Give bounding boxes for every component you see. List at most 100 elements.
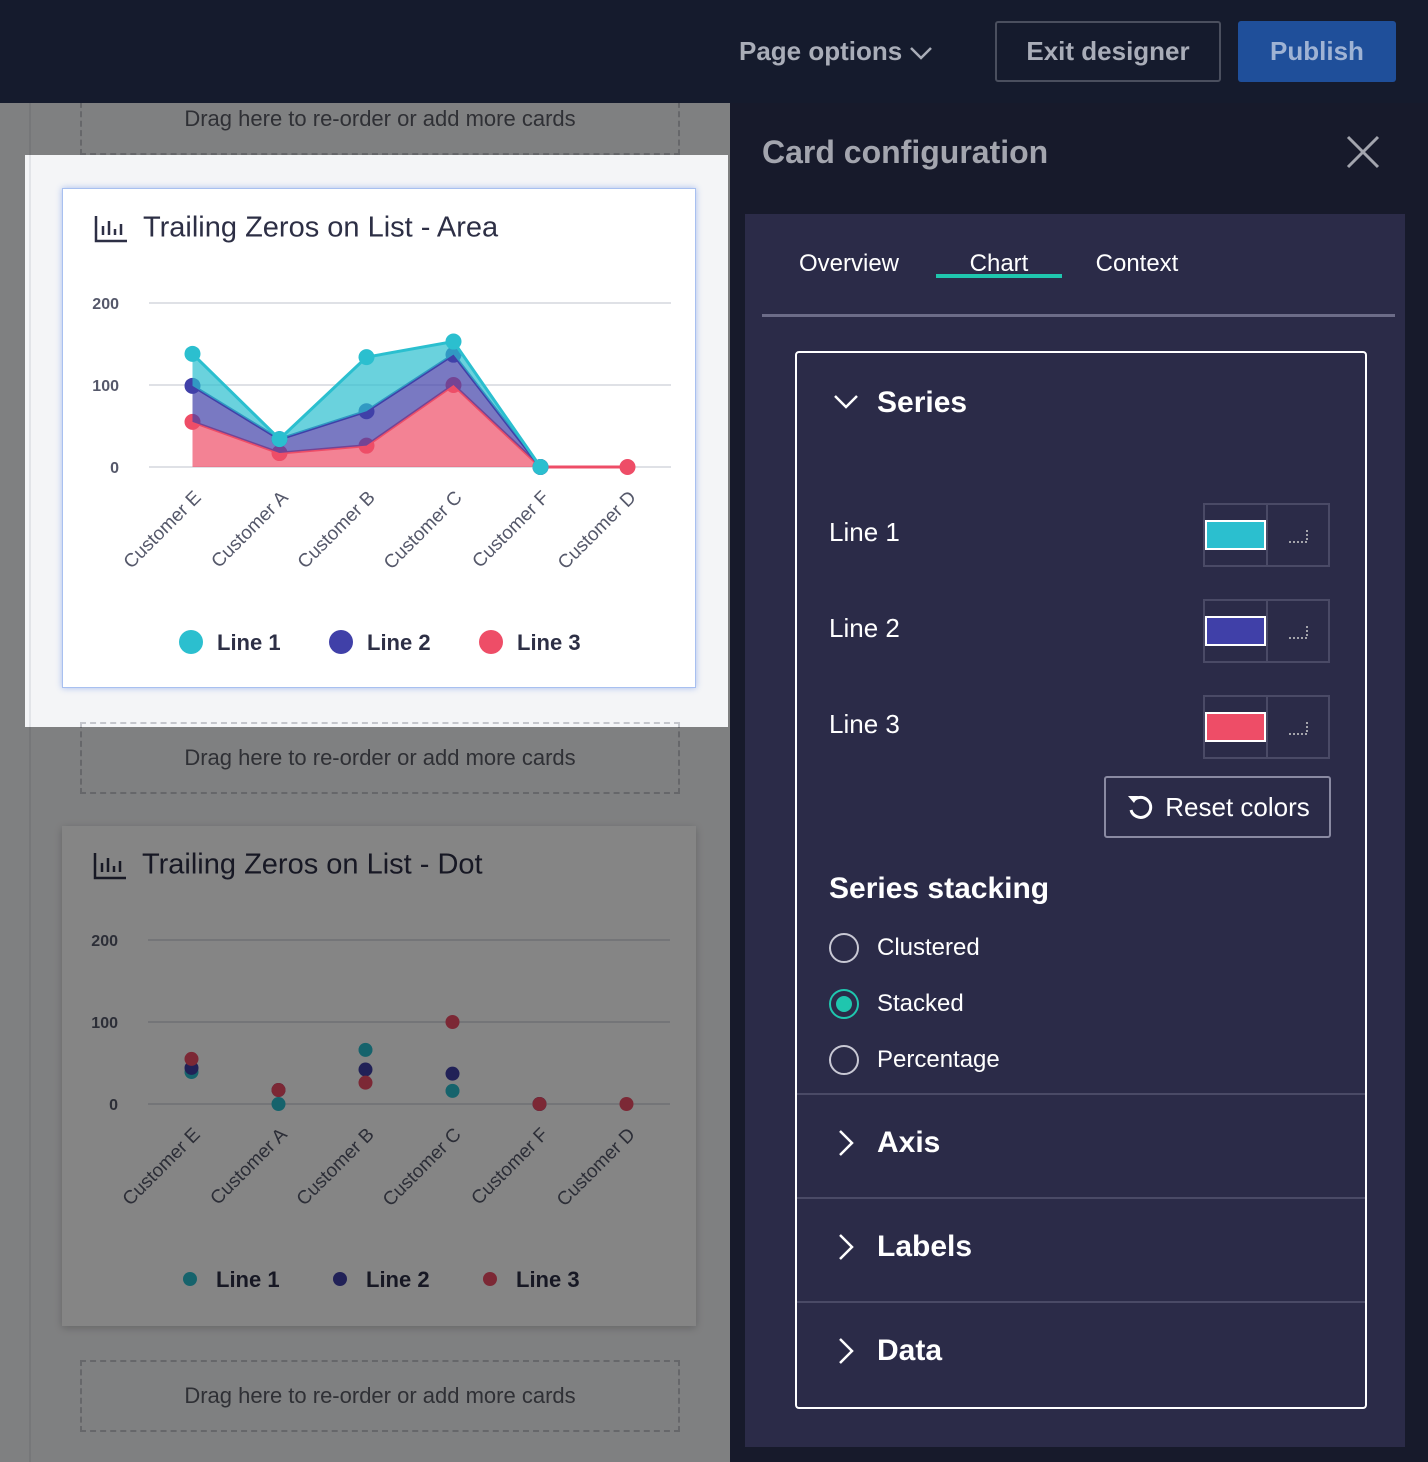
x-tick-label: Customer B: [294, 487, 380, 573]
color-swatch: [1205, 520, 1266, 550]
point: [271, 1083, 286, 1098]
legend-label: Line 3: [517, 630, 581, 655]
color-swatch: [1205, 616, 1266, 646]
radio-label: Stacked: [877, 990, 964, 1017]
color-picker[interactable]: [1203, 599, 1330, 663]
section-header[interactable]: Axis: [877, 1126, 941, 1159]
x-tick-label: Customer D: [553, 1124, 640, 1211]
color-picker[interactable]: [1203, 503, 1330, 567]
canvas: Drag here to re-order or add more cards …: [0, 103, 730, 1462]
legend-marker: [333, 1272, 347, 1286]
point: [532, 459, 549, 475]
x-tick-label: Customer F: [468, 1124, 553, 1209]
chevron: [910, 47, 933, 60]
color-picker[interactable]: [1203, 695, 1330, 759]
x-tick-label: Customer F: [469, 487, 554, 572]
swatch-cell: [1205, 601, 1266, 661]
drop-zone[interactable]: Drag here to re-order or add more cards: [80, 103, 680, 155]
color-swatch: [1205, 712, 1266, 742]
close-button[interactable]: [1346, 135, 1380, 169]
section-header[interactable]: Data: [877, 1334, 943, 1367]
area: [192, 354, 541, 467]
page-options-label: Page options: [739, 36, 903, 66]
x-tick-label: Customer E: [120, 487, 206, 573]
point: [445, 1066, 460, 1081]
x-tick-label: Customer E: [119, 1124, 205, 1210]
legend-label: Line 3: [516, 1267, 580, 1292]
tab[interactable]: Chart: [936, 214, 1062, 278]
radio-label: Clustered: [877, 934, 980, 961]
series-label: Line 3: [829, 709, 900, 739]
chevron-right: [839, 1338, 854, 1364]
point: [271, 431, 288, 448]
chart: Trailing Zeros on List - Area 0 100 200 Cust…: [92, 212, 671, 655]
size-cell: [1265, 601, 1329, 661]
chart: Trailing Zeros on List - Dot 0 100 200 Custo…: [91, 849, 670, 1292]
drop-zone[interactable]: Drag here to re-order or add more cards: [80, 722, 680, 794]
page-options[interactable]: Page options: [739, 36, 933, 67]
x-tick-label: Customer D: [554, 487, 641, 574]
panel-title: Card configuration: [762, 134, 1049, 170]
point: [184, 345, 201, 362]
legend-label: Line 2: [367, 630, 431, 655]
tab-rule: [762, 314, 1395, 317]
legend-label: Line 1: [217, 630, 281, 655]
point: [619, 1097, 634, 1111]
stacking-title: Series stacking: [829, 872, 1050, 905]
section-header[interactable]: Series: [877, 386, 968, 419]
reset-colors-button[interactable]: Reset colors: [1104, 776, 1331, 838]
point: [184, 1051, 199, 1066]
section-header[interactable]: Labels: [877, 1230, 973, 1263]
legend-marker: [479, 630, 503, 654]
exit-designer-button[interactable]: Exit designer: [995, 21, 1221, 82]
point: [358, 1075, 373, 1090]
radio-button[interactable]: [829, 1045, 859, 1075]
point: [532, 1097, 547, 1111]
radio-button[interactable]: [829, 989, 859, 1019]
chevron-right: [839, 1234, 854, 1260]
point: [358, 1062, 373, 1077]
y-tick-label: 200: [91, 933, 118, 950]
chart-icon: [93, 853, 126, 880]
resize-icon: [1288, 720, 1308, 735]
legend-marker: [183, 1272, 197, 1286]
card[interactable]: Trailing Zeros on List - Dot 0 100 200 Custo…: [62, 826, 696, 1326]
swatch-cell: [1205, 505, 1266, 565]
drop-zone[interactable]: Drag here to re-order or add more cards: [80, 1360, 680, 1432]
series-label: Line 1: [829, 517, 900, 547]
chevron-path: [839, 1338, 854, 1364]
swatch-cell: [1205, 697, 1266, 757]
tab[interactable]: Overview: [798, 250, 900, 277]
point: [445, 1083, 460, 1098]
publish-button[interactable]: Publish: [1238, 21, 1396, 82]
y-tick-label: 0: [109, 1097, 118, 1114]
series-label: Line 2: [829, 613, 900, 643]
point: [445, 333, 462, 350]
divider: [797, 1197, 1365, 1199]
chevron-path: [839, 1234, 854, 1260]
chevron-path: [839, 1130, 854, 1156]
y-tick-label: 100: [91, 1015, 118, 1032]
config-panel: Overview Chart Context Series Line 1 Line 2…: [745, 214, 1405, 1447]
radio-dot: [836, 996, 852, 1012]
reset-icon: [1128, 795, 1153, 819]
settings-box: Series Line 1 Line 2 Line 3 Reset colors S…: [795, 351, 1367, 1409]
tabs: Overview Chart Context: [762, 214, 1212, 278]
legend-label: Line 1: [216, 1267, 280, 1292]
y-tick-label: 100: [92, 378, 119, 395]
point: [619, 459, 636, 475]
chart-title: Trailing Zeros on List - Dot: [142, 849, 483, 881]
area: [192, 341, 541, 467]
divider: [797, 1301, 1365, 1303]
radio-button[interactable]: [829, 933, 859, 963]
radio-label: Percentage: [877, 1046, 1000, 1073]
card-selected[interactable]: Trailing Zeros on List - Area 0 100 200 Cust…: [62, 188, 696, 688]
point: [271, 1097, 286, 1111]
legend-marker: [179, 630, 203, 654]
x-tick-label: Customer C: [380, 487, 467, 574]
tab[interactable]: Context: [1095, 250, 1179, 277]
y-tick-label: 200: [92, 296, 119, 313]
legend-marker: [329, 630, 353, 654]
top-bar: Page options Exit designer Publish: [0, 0, 1428, 103]
